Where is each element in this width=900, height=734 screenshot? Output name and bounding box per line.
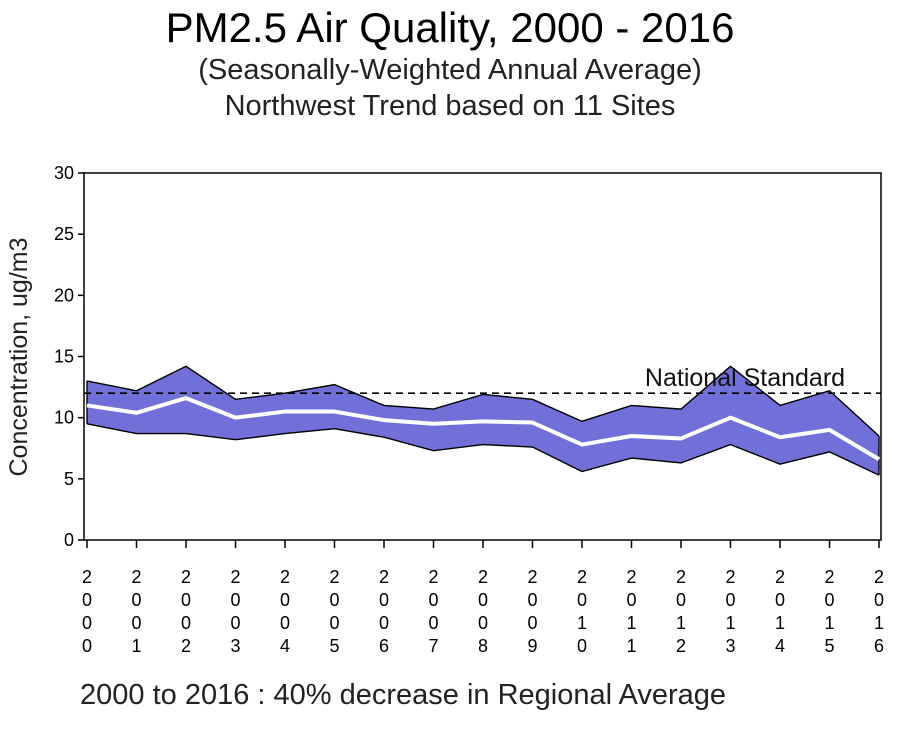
chart-subtitle-sites: Northwest Trend based on 11 Sites [224,90,676,122]
national-standard-label: National Standard [645,364,845,392]
y-axis-label: Concentration, ug/m3 [5,237,33,476]
y-tick-label: 20 [54,285,74,305]
upper-percentile-line [86,365,880,437]
y-tick-label: 0 [64,530,74,550]
plot-frame [83,172,882,541]
y-tick-label: 10 [54,408,74,428]
footnote: 2000 to 2016 : 40% decrease in Regional … [80,679,727,711]
y-tick-label: 5 [64,469,74,489]
lower-percentile-line [86,423,880,476]
y-tick-label: 15 [54,347,74,367]
y-tick-label: 30 [54,163,74,183]
y-tick-label: 25 [54,224,74,244]
regional-average-line [86,396,881,461]
chart-subtitle: (Seasonally-Weighted Annual Average) [198,54,702,86]
chart-title: PM2.5 Air Quality, 2000 - 2016 [165,4,735,51]
